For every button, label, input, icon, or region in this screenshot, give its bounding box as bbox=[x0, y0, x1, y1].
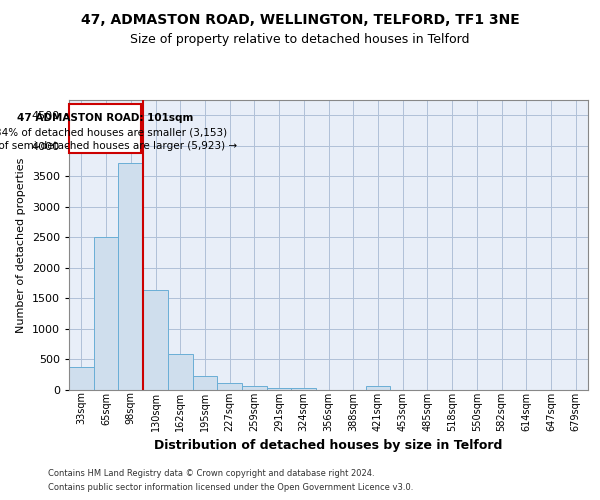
Bar bbox=[118, 163, 143, 390]
FancyBboxPatch shape bbox=[69, 104, 140, 153]
Bar bbox=[193, 376, 217, 390]
Text: Contains public sector information licensed under the Open Government Licence v3: Contains public sector information licen… bbox=[48, 484, 413, 492]
X-axis label: Distribution of detached houses by size in Telford: Distribution of detached houses by size … bbox=[154, 439, 503, 452]
Bar bbox=[292, 388, 316, 390]
Bar bbox=[217, 384, 242, 390]
Text: 65% of semi-detached houses are larger (5,923) →: 65% of semi-detached houses are larger (… bbox=[0, 141, 238, 151]
Bar bbox=[168, 354, 193, 390]
Text: ← 34% of detached houses are smaller (3,153): ← 34% of detached houses are smaller (3,… bbox=[0, 127, 227, 137]
Text: Size of property relative to detached houses in Telford: Size of property relative to detached ho… bbox=[130, 32, 470, 46]
Y-axis label: Number of detached properties: Number of detached properties bbox=[16, 158, 26, 332]
Bar bbox=[94, 238, 118, 390]
Text: Contains HM Land Registry data © Crown copyright and database right 2024.: Contains HM Land Registry data © Crown c… bbox=[48, 468, 374, 477]
Bar bbox=[267, 388, 292, 390]
Text: 47, ADMASTON ROAD, WELLINGTON, TELFORD, TF1 3NE: 47, ADMASTON ROAD, WELLINGTON, TELFORD, … bbox=[80, 12, 520, 26]
Bar bbox=[69, 368, 94, 390]
Bar bbox=[365, 386, 390, 390]
Bar bbox=[242, 386, 267, 390]
Text: 47 ADMASTON ROAD: 101sqm: 47 ADMASTON ROAD: 101sqm bbox=[17, 113, 193, 123]
Bar bbox=[143, 290, 168, 390]
